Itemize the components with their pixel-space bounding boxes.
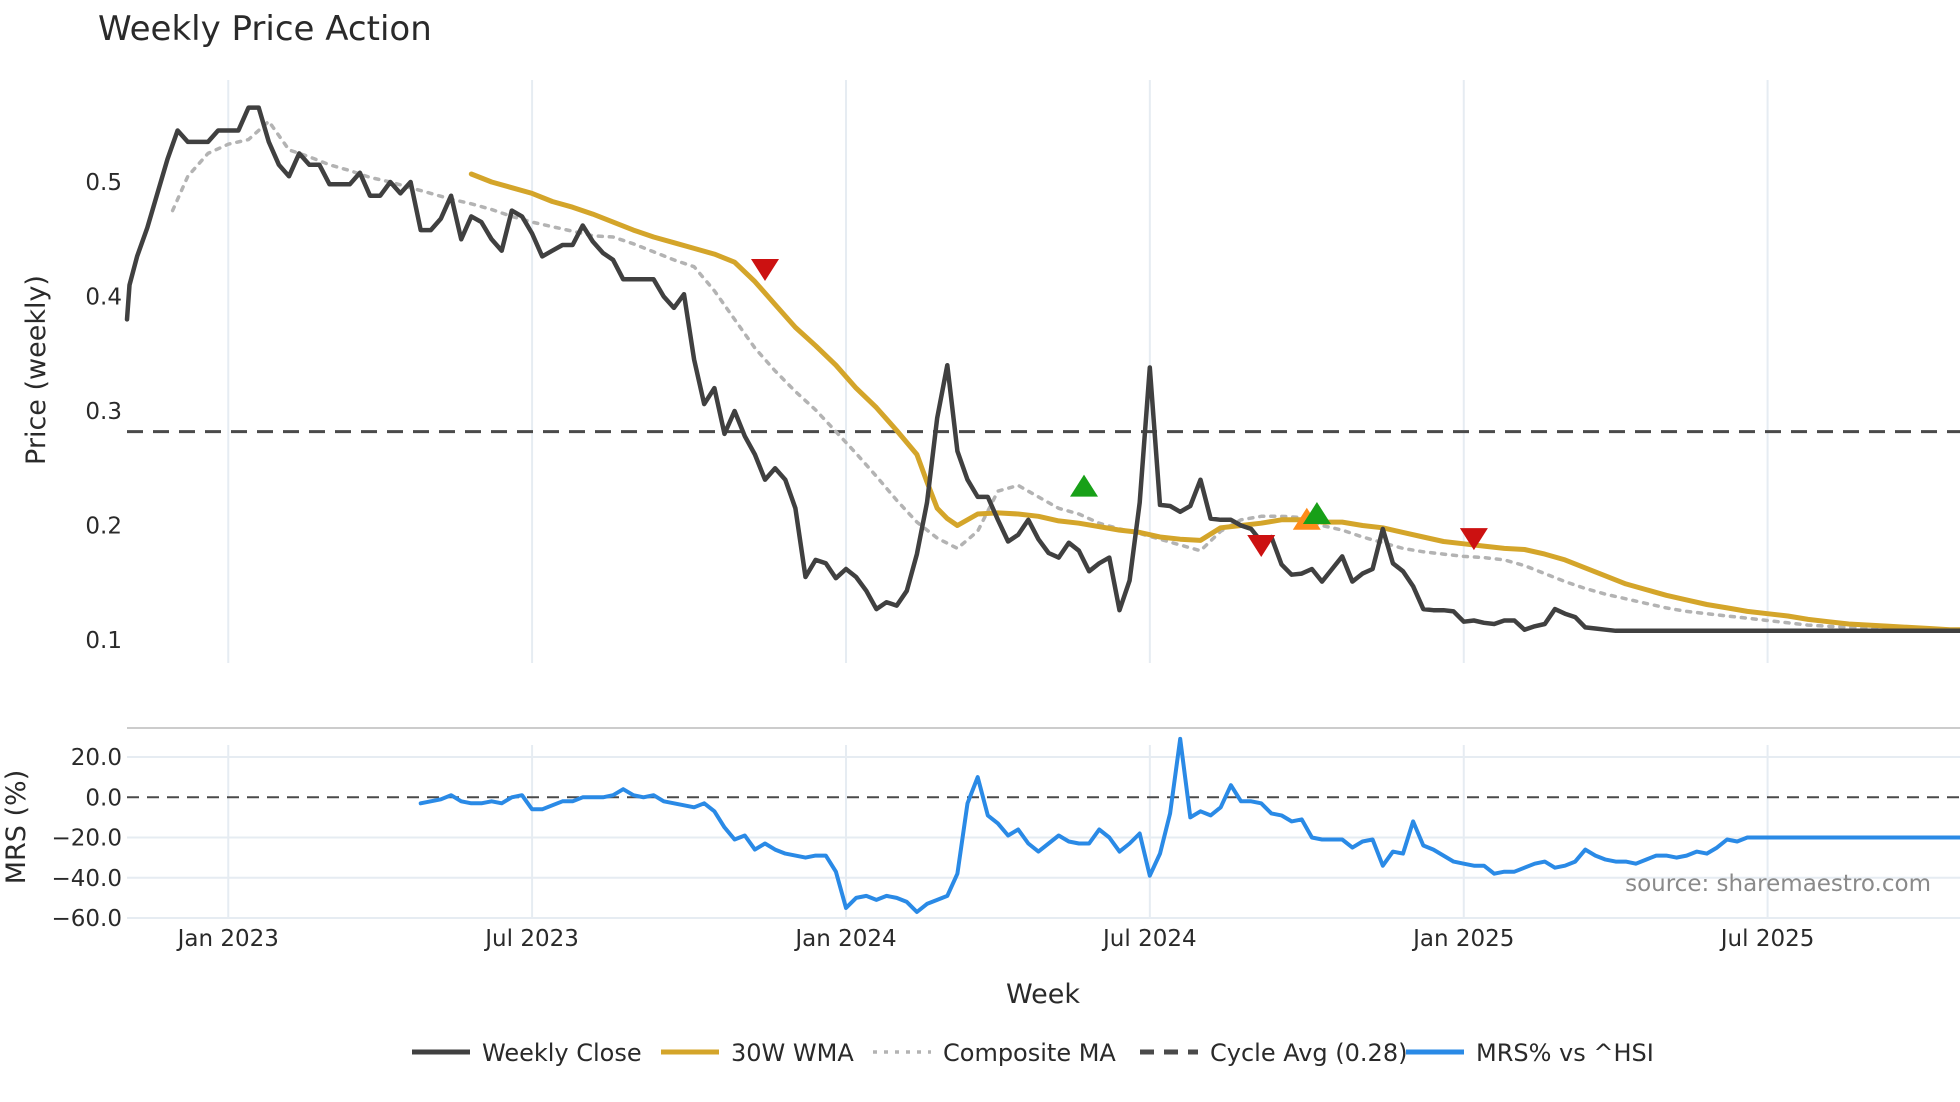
series-wma: [468, 171, 1960, 633]
series-mrs: [418, 736, 1960, 914]
legend-label: Composite MA: [943, 1039, 1116, 1067]
mrs-ytick-label: −60.0: [52, 906, 122, 932]
xtick-label: Jan 2025: [1411, 926, 1514, 952]
x-axis-title: Week: [1006, 979, 1080, 1010]
price-ytick-label: 0.3: [85, 399, 122, 425]
source-label: source: sharemaestro.com: [1625, 871, 1931, 897]
legend-item: 30W WMA: [661, 1039, 854, 1067]
xtick-label: Jul 2023: [483, 926, 579, 952]
series-composite: [170, 119, 1960, 633]
price-grid: [227, 80, 1769, 663]
price-y-axis-title: Price (weekly): [21, 275, 52, 465]
legend: Weekly Close 30W WMA Composite MA Cycle Avg…: [412, 1039, 1654, 1067]
xtick-label: Jan 2024: [793, 926, 896, 952]
legend-label: MRS% vs ^HSI: [1476, 1039, 1654, 1067]
series-close: [124, 105, 1960, 634]
legend-label: Weekly Close: [482, 1039, 642, 1067]
chart-title: Weekly Price Action: [98, 9, 432, 49]
price-ytick-label: 0.1: [85, 628, 122, 654]
x-axis-ticks: Jan 2023 Jul 2023 Jan 2024 Jul 2024 Jan 2025…: [176, 926, 1815, 952]
mrs-series: [127, 736, 1960, 914]
mrs-ytick-label: −40.0: [52, 866, 122, 892]
xtick-label: Jul 2024: [1101, 926, 1197, 952]
legend-item: Weekly Close: [412, 1039, 642, 1067]
price-ytick-label: 0.5: [85, 170, 122, 196]
price-ytick-label: 0.2: [85, 514, 122, 540]
marker-buy: [1070, 474, 1099, 497]
legend-item: Cycle Avg (0.28): [1140, 1039, 1407, 1067]
mrs-ytick-label: 20.0: [71, 745, 122, 771]
price-y-ticks: 0.1 0.2 0.3 0.4 0.5: [85, 170, 122, 654]
mrs-y-ticks: −60.0 −40.0 −20.0 0.0 20.0: [52, 745, 122, 932]
marker-sell: [1247, 534, 1276, 557]
mrs-grid: [127, 745, 1960, 919]
xtick-label: Jan 2023: [176, 926, 279, 952]
xtick-label: Jul 2025: [1719, 926, 1815, 952]
legend-label: 30W WMA: [731, 1039, 854, 1067]
mrs-y-axis-title: MRS (%): [1, 770, 32, 885]
price-markers: [751, 259, 1488, 557]
mrs-ytick-label: 0.0: [85, 785, 122, 811]
legend-item: MRS% vs ^HSI: [1406, 1039, 1654, 1067]
legend-label: Cycle Avg (0.28): [1210, 1039, 1407, 1067]
price-ytick-label: 0.4: [85, 285, 122, 311]
price-series: [124, 105, 1960, 634]
marker-sell: [1459, 528, 1488, 551]
marker-sell: [751, 259, 780, 282]
legend-item: Composite MA: [873, 1039, 1116, 1067]
marker-buy: [1302, 502, 1331, 525]
mrs-ytick-label: −20.0: [52, 826, 122, 852]
